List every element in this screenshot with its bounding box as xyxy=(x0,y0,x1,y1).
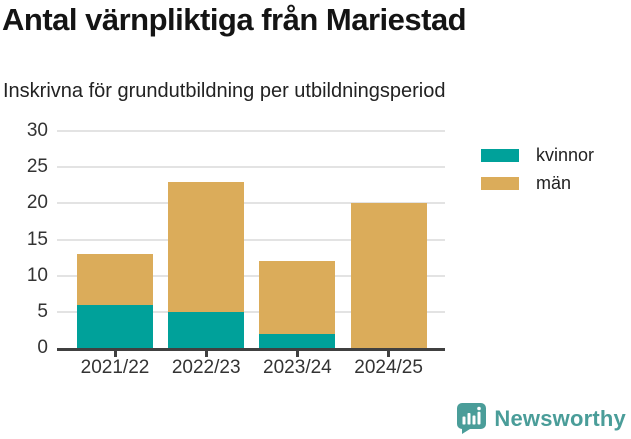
bar-segment-män xyxy=(77,253,153,305)
y-tick-label: 30 xyxy=(26,120,48,141)
legend-swatch-man xyxy=(481,176,519,190)
gridline xyxy=(57,166,445,169)
y-tick-label: 15 xyxy=(26,228,48,250)
legend-label-man: män xyxy=(536,173,572,193)
newsworthy-logo-icon xyxy=(457,403,487,434)
x-tick-label: 2023/24 xyxy=(263,357,332,378)
bar-segment-män xyxy=(259,261,336,334)
x-tick-label: 2021/22 xyxy=(80,357,150,378)
plot-area xyxy=(57,130,445,357)
chart-title: Antal värnpliktiga från Mariestad xyxy=(2,2,467,37)
chart-subtitle: Inskrivna för grundutbildning per utbild… xyxy=(3,80,446,102)
x-tick-label: 2022/23 xyxy=(171,357,241,378)
legend-label-kvinnor: kvinnor xyxy=(536,145,595,165)
bar-segment-män xyxy=(350,203,427,348)
legend-item-kvinnor: kvinnor xyxy=(481,146,594,164)
branding: Newsworthy xyxy=(457,403,626,434)
gridline xyxy=(57,274,445,277)
y-axis: 0 5 10 15 20 25 30 xyxy=(0,120,48,358)
x-axis-labels: 2021/22 2022/23 2023/24 2024/25 xyxy=(57,357,445,381)
gridline xyxy=(57,310,445,313)
legend-swatch-kvinnor xyxy=(481,148,519,162)
x-tick-label: 2024/25 xyxy=(354,357,423,378)
newsworthy-logo-text: Newsworthy xyxy=(494,405,626,431)
x-tick-mark xyxy=(387,348,391,357)
x-tick-mark xyxy=(113,348,117,357)
gridline xyxy=(57,202,445,205)
bar-segment-kvinnor xyxy=(77,304,153,348)
y-tick-label: 5 xyxy=(37,300,48,322)
bar-segment-kvinnor xyxy=(259,333,336,348)
bar-segment-kvinnor xyxy=(168,311,245,348)
gridline xyxy=(57,238,445,241)
legend-item-man: män xyxy=(481,174,594,192)
legend: kvinnor män xyxy=(481,146,594,192)
y-tick-label: 0 xyxy=(37,337,48,358)
y-tick-label: 25 xyxy=(26,156,48,178)
y-tick-label: 10 xyxy=(26,264,48,286)
bar-segment-män xyxy=(168,181,245,312)
y-tick-label: 20 xyxy=(26,192,48,214)
gridline xyxy=(57,130,445,132)
x-axis-line xyxy=(57,348,445,351)
x-tick-mark xyxy=(295,348,299,357)
x-tick-mark xyxy=(204,348,208,357)
